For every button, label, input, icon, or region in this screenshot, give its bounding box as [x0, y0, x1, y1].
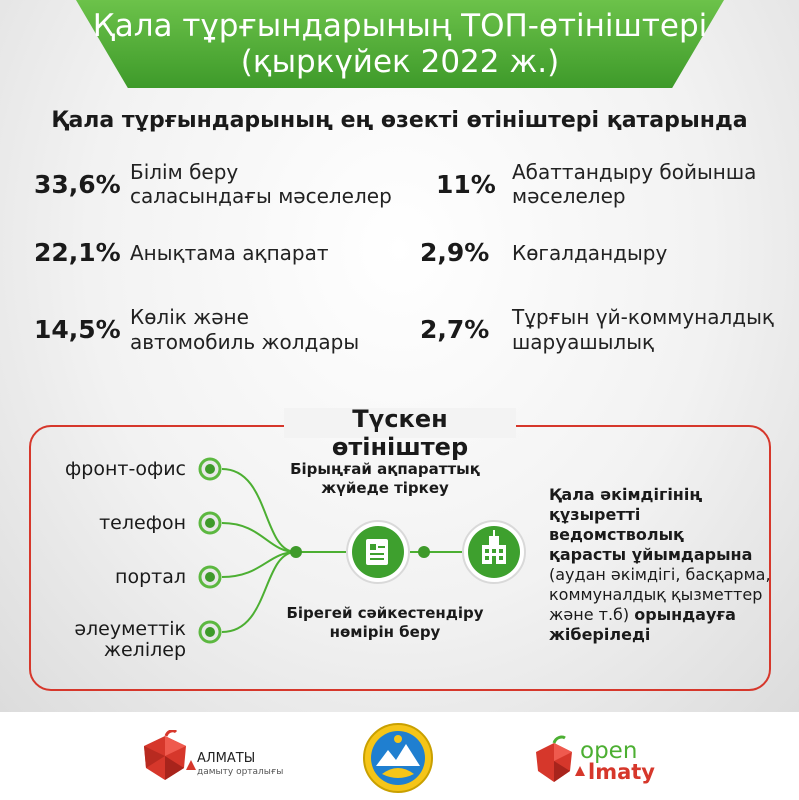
stat-label-transport-2: автомобиль жолдары: [130, 330, 360, 354]
almaty-logo-sub: дамыту орталығы: [197, 767, 284, 777]
stat-value-transport: 14,5%: [34, 315, 121, 344]
source-front-office: фронт-офис: [65, 458, 186, 480]
register-text-1: Бірыңғай ақпараттық: [290, 460, 480, 478]
stat-label-housing-1: Тұрғын үй-коммуналдық: [512, 305, 774, 329]
source-node-dots: [198, 457, 222, 644]
connector-dot: [418, 546, 430, 558]
stat-value-housing: 2,7%: [420, 315, 490, 344]
id-text-2: нөмірін беру: [329, 623, 441, 641]
registration-icon: [346, 520, 410, 584]
dest-line-4: (аудан әкімдігі, басқарма,: [549, 565, 771, 584]
triangle-mark-icon: [186, 760, 196, 770]
dest-line-1: Қала әкімдігінің: [549, 485, 703, 504]
source-social-2: желілер: [103, 639, 186, 661]
stat-label-info: Анықтама ақпарат: [130, 241, 329, 265]
stat-label-improvement-2: мәселелер: [512, 184, 626, 208]
source-social-1: әлеуметтік: [74, 618, 186, 640]
stat-value-greening: 2,9%: [420, 238, 490, 267]
stat-label-improvement-1: Абаттандыру бойынша: [512, 160, 757, 184]
process-title: Түскен өтініштер: [331, 405, 469, 461]
stat-label-greening: Көгалдандыру: [512, 241, 668, 265]
dest-line-5: коммуналдық қызметтер: [549, 585, 763, 604]
stat-label-transport-1: Көлік және: [130, 305, 249, 329]
title-banner: [76, 0, 724, 88]
stat-label-housing-2: шаруашылық: [512, 330, 655, 354]
almaty-logo-name: АЛМАТЫ: [197, 751, 256, 766]
destination-text: Қала әкімдігінің құзыретті ведомстволық …: [549, 485, 779, 645]
flow-diagram: [198, 457, 526, 644]
stat-value-education: 33,6%: [34, 170, 121, 199]
lmaty-logo-word: lmaty: [588, 760, 655, 784]
dest-line-6b: орындауға: [634, 605, 736, 624]
stat-label-education-1: Білім беру: [130, 160, 239, 184]
building-icon: [462, 520, 526, 584]
page-title-line1: Қала тұрғындарының ТОП-өтініштері: [92, 8, 708, 44]
page-title-line2: (қыркүйек 2022 ж.): [240, 44, 560, 80]
junction-dot: [290, 546, 302, 558]
dest-line-7: жіберіледі: [549, 625, 651, 644]
dest-line-3: қарасты ұйымдарына: [549, 545, 753, 564]
source-phone: телефон: [99, 512, 186, 534]
background: [0, 0, 799, 712]
open-almaty-apple-logo-icon: [536, 735, 572, 782]
stat-value-improvement: 11%: [436, 170, 496, 199]
almaty-city-emblem-icon: [363, 723, 433, 793]
frame-title-background: [284, 408, 516, 438]
id-text-1: Бірегей сәйкестендіру: [286, 604, 484, 622]
open-logo-word: open: [580, 738, 638, 764]
stat-label-education-2: саласындағы мәселелер: [130, 184, 392, 208]
subtitle: Қала тұрғындарының ең өзекті өтініштері …: [51, 108, 748, 133]
stat-value-info: 22,1%: [34, 238, 121, 267]
dest-line-2: құзыретті ведомстволық: [549, 505, 684, 544]
open-logo-triangle-icon: [575, 766, 585, 776]
register-text-2: жүйеде тіркеу: [321, 479, 449, 497]
source-portal: портал: [115, 566, 186, 588]
dest-line-6a: және т.б): [549, 605, 630, 624]
almaty-apple-logo-icon: [144, 730, 186, 780]
